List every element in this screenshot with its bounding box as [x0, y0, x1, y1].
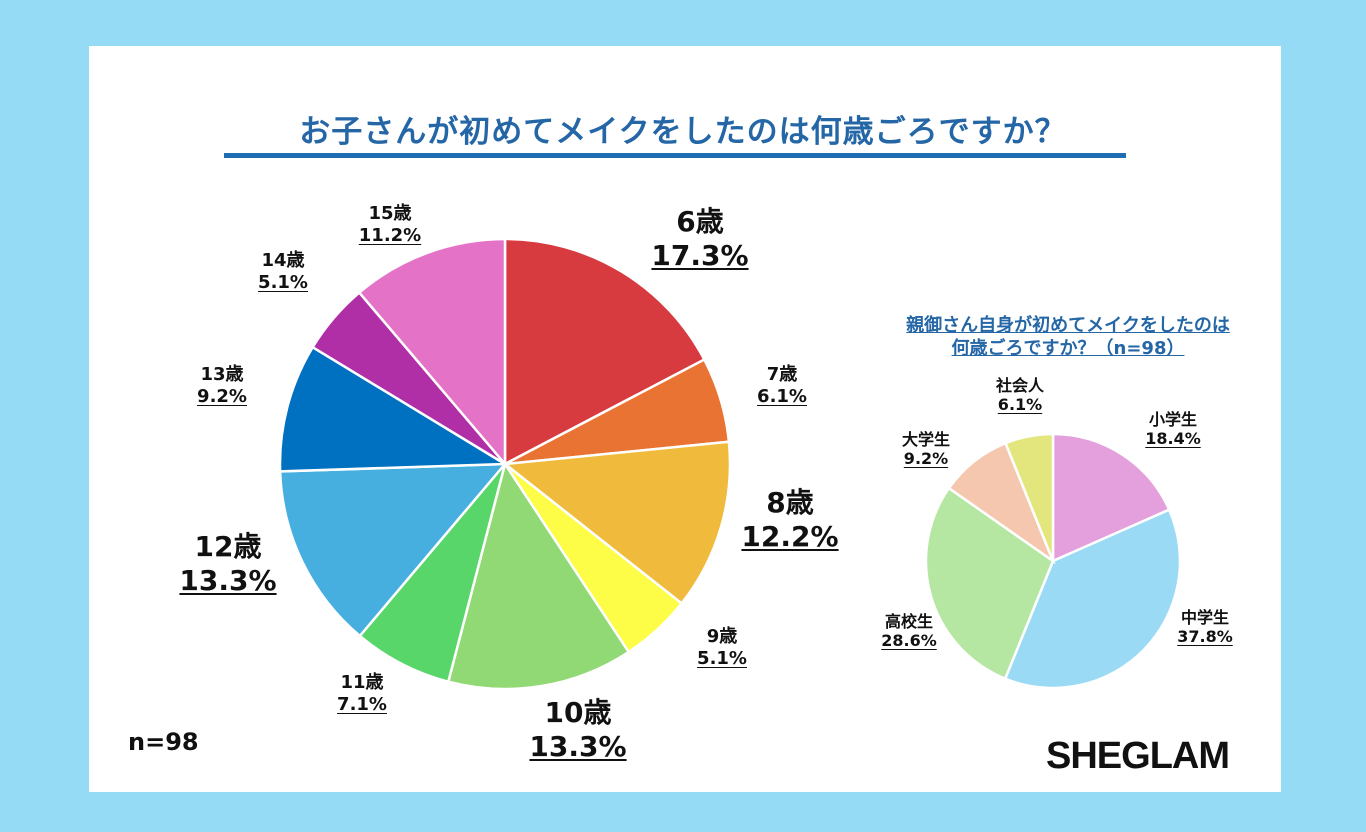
value-label: 28.6%	[881, 631, 937, 651]
category-label: 10歳	[544, 696, 612, 729]
value-label: 13.3%	[529, 729, 627, 763]
sub-pie-label: 中学生 37.8%	[1177, 608, 1233, 646]
sub-title-line-1: 親御さん自身が初めてメイクをしたのは	[906, 315, 1230, 336]
main-pie-label: 13歳 9.2%	[197, 364, 247, 407]
category-label: 7歳	[766, 364, 798, 385]
category-label: 社会人	[995, 376, 1045, 395]
value-label: 37.8%	[1177, 627, 1233, 647]
sub-pie-label: 社会人 6.1%	[996, 376, 1044, 414]
main-pie-label: 11歳 7.1%	[337, 672, 387, 715]
category-label: 12歳	[194, 530, 262, 563]
value-label: 5.1%	[697, 647, 747, 669]
main-slice-0	[503, 237, 706, 467]
main-pie-label: 14歳 5.1%	[258, 250, 308, 293]
main-pie-label: 10歳 13.3%	[529, 696, 626, 763]
category-label: 9歳	[706, 626, 738, 647]
main-pie-label: 8歳 12.2%	[741, 486, 838, 553]
category-label: 小学生	[1148, 410, 1198, 429]
sub-pie-label: 高校生 28.6%	[881, 612, 937, 650]
main-slice-4	[446, 460, 631, 691]
sub-slice-0	[1051, 432, 1171, 563]
value-label: 7.1%	[337, 693, 387, 715]
value-label: 13.3%	[179, 563, 277, 597]
value-label: 6.1%	[757, 385, 807, 407]
title-underline	[224, 153, 1126, 158]
category-label: 高校生	[884, 612, 934, 631]
sub-pie-label: 大学生 9.2%	[902, 430, 950, 468]
main-slice-9	[357, 237, 507, 468]
value-label: 18.4%	[1145, 429, 1201, 449]
category-label: 15歳	[368, 203, 412, 224]
value-label: 11.2%	[358, 224, 422, 246]
main-pie-label: 7歳 6.1%	[757, 364, 807, 407]
category-label: 11歳	[340, 672, 384, 693]
sheglam-logo: SHEGLAM	[1046, 735, 1230, 777]
sub-slice-1	[1003, 508, 1182, 690]
value-label: 5.1%	[258, 271, 308, 293]
category-label: 大学生	[901, 430, 951, 449]
value-label: 9.2%	[197, 385, 247, 407]
category-label: 13歳	[200, 364, 244, 385]
value-label: 12.2%	[741, 519, 839, 553]
value-label: 17.3%	[651, 238, 749, 272]
sample-size: n=98	[128, 728, 199, 756]
main-slice-7	[278, 345, 510, 473]
sub-slice-4	[1003, 432, 1055, 562]
main-pie-label: 12歳 13.3%	[179, 530, 276, 597]
category-label: 中学生	[1180, 608, 1230, 627]
main-pie-label: 15歳 11.2%	[359, 203, 421, 246]
main-pie-label: 9歳 5.1%	[697, 626, 747, 669]
value-label: 9.2%	[903, 449, 949, 469]
main-slice-2	[501, 440, 732, 606]
main-slice-5	[358, 463, 507, 684]
main-slice-6	[278, 462, 508, 638]
sub-slice-2	[924, 486, 1055, 681]
category-label: 6歳	[676, 205, 724, 238]
sub-title-line-2: 何歳ごろですか？（n=98）	[951, 338, 1185, 360]
main-pie-label: 6歳 17.3%	[651, 205, 748, 272]
value-label: 6.1%	[997, 395, 1043, 415]
category-label: 8歳	[766, 486, 814, 519]
sub-pie-label: 小学生 18.4%	[1145, 410, 1201, 448]
category-label: 14歳	[261, 250, 305, 271]
sub-chart-title: 親御さん自身が初めてメイクをしたのは 何歳ごろですか？（n=98）	[906, 314, 1230, 361]
chart-title: お子さんが初めてメイクをしたのは何歳ごろですか？	[299, 114, 1067, 150]
